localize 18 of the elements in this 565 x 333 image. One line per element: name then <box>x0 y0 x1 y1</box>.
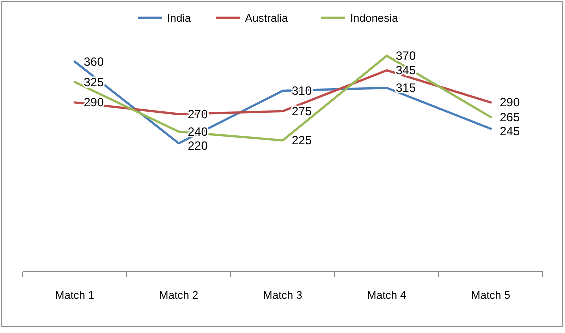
x-tick-label: Match 3 <box>263 290 303 302</box>
data-label: 240 <box>188 124 208 139</box>
data-label: 245 <box>500 124 520 138</box>
x-tick-label: Match 1 <box>55 290 95 302</box>
data-label: 290 <box>500 96 520 110</box>
data-label: 265 <box>500 110 520 124</box>
legend-label: Indonesia <box>350 13 400 25</box>
data-label: 275 <box>292 104 312 118</box>
data-label: 225 <box>292 134 312 148</box>
data-label: 370 <box>396 49 416 63</box>
x-tick-label: Match 5 <box>471 290 511 302</box>
x-tick-label: Match 2 <box>159 290 199 302</box>
data-label: 315 <box>396 81 416 96</box>
x-tick-label: Match 4 <box>367 290 407 302</box>
data-label: 360 <box>84 54 104 69</box>
legend-label: India <box>167 13 192 25</box>
data-label: 220 <box>188 138 208 153</box>
legend-label: Australia <box>245 13 289 25</box>
